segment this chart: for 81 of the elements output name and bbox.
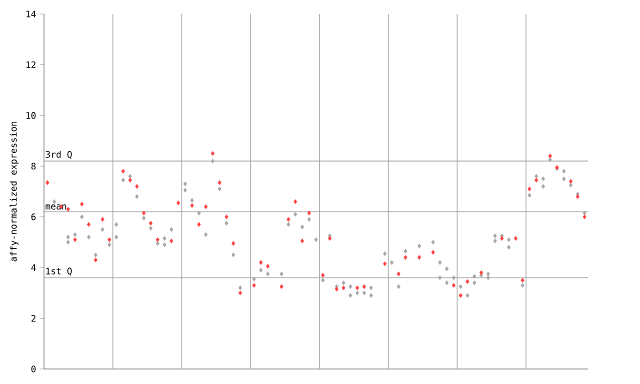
point <box>396 272 400 276</box>
point <box>444 280 449 286</box>
point <box>252 282 256 288</box>
point <box>128 178 132 182</box>
y-tick-label: 14 <box>26 10 36 18</box>
point <box>466 279 470 284</box>
ref-line-label: 3rd Q <box>46 150 72 159</box>
point <box>568 178 573 184</box>
point <box>156 237 160 242</box>
point <box>383 261 387 266</box>
point <box>348 293 352 298</box>
point <box>576 194 580 199</box>
y-tick-label: 4 <box>31 264 36 271</box>
point <box>183 188 188 193</box>
point <box>121 168 126 174</box>
point <box>280 284 284 289</box>
point <box>534 178 538 182</box>
point <box>218 180 222 186</box>
point <box>520 278 524 283</box>
point <box>162 242 166 248</box>
y-tick-label: 6 <box>31 213 36 220</box>
point <box>204 204 208 210</box>
point <box>114 234 118 240</box>
point <box>210 151 215 156</box>
point <box>500 236 504 241</box>
point <box>293 199 298 204</box>
point <box>286 216 290 222</box>
point <box>493 238 497 244</box>
point <box>479 270 484 276</box>
point <box>528 186 532 192</box>
point <box>176 200 180 206</box>
point <box>417 255 422 260</box>
point <box>472 280 476 286</box>
y-tick-label: 12 <box>26 61 36 68</box>
point <box>514 236 518 241</box>
point <box>582 214 586 220</box>
point <box>238 290 242 296</box>
point <box>404 255 408 260</box>
point <box>548 154 552 158</box>
point <box>66 206 70 212</box>
point <box>148 220 153 226</box>
point <box>94 258 98 262</box>
point <box>452 282 456 288</box>
ref-line-label: 1st Q <box>46 268 72 276</box>
point <box>342 285 346 290</box>
point <box>170 238 174 244</box>
point <box>190 203 194 208</box>
point <box>369 293 373 298</box>
point <box>321 272 325 278</box>
point <box>46 180 50 186</box>
point <box>307 210 311 216</box>
point <box>142 210 146 216</box>
y-tick-label: 0 <box>31 366 36 372</box>
point <box>486 275 490 280</box>
point <box>266 264 270 269</box>
y-tick-label: 2 <box>31 314 36 322</box>
y-tick-label: 10 <box>26 112 36 119</box>
point <box>259 260 263 265</box>
point <box>431 250 435 255</box>
point <box>232 241 236 246</box>
point <box>562 176 566 182</box>
point <box>80 202 84 207</box>
point <box>328 236 332 241</box>
point <box>66 240 70 245</box>
point <box>506 244 511 250</box>
point <box>355 285 360 290</box>
point <box>100 216 104 222</box>
point <box>86 222 91 227</box>
point <box>73 237 77 242</box>
point <box>197 222 201 227</box>
y-axis-title: affy-normalized expression <box>10 122 18 262</box>
point <box>135 184 139 189</box>
point <box>300 238 304 244</box>
point <box>108 237 112 242</box>
y-tick-label: 8 <box>31 162 36 170</box>
point <box>362 284 366 289</box>
point <box>458 293 462 298</box>
point <box>541 184 546 189</box>
point <box>438 275 442 280</box>
point <box>224 214 228 220</box>
point <box>334 286 339 292</box>
